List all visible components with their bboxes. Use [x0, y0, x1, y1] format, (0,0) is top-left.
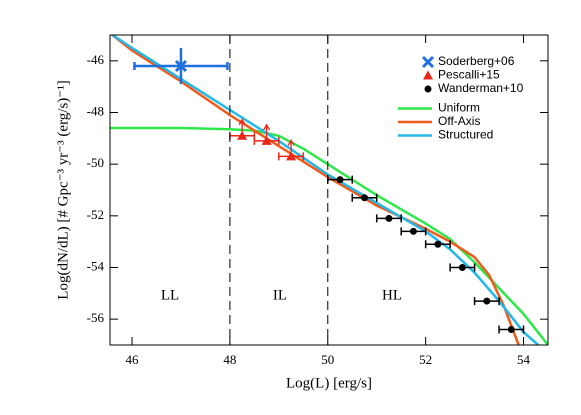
data-point: [483, 297, 491, 305]
legend-swatch: [423, 70, 433, 80]
series-line: [110, 126, 548, 345]
x-tick-label: 48: [223, 352, 236, 367]
cross-marker: [174, 59, 188, 73]
data-point: [434, 240, 442, 248]
data-point: [409, 227, 417, 235]
region-label: HL: [382, 287, 402, 303]
data-point: [237, 130, 248, 140]
x-tick-label: 52: [419, 352, 432, 367]
data-point: [507, 326, 515, 333]
data-point: [261, 135, 272, 145]
legend-label: Pescalli+15: [438, 68, 500, 82]
region-label: LL: [161, 287, 179, 303]
legend-swatch: [421, 55, 435, 69]
y-tick-label: -54: [87, 258, 105, 273]
data-point: [360, 194, 368, 202]
y-tick-label: -52: [87, 207, 104, 222]
data-point: [174, 59, 188, 73]
region-label: IL: [273, 287, 287, 303]
y-tick-label: -56: [87, 310, 105, 325]
x-axis-label: Log(L) [erg/s]: [286, 375, 372, 391]
x-tick-label: 54: [517, 352, 531, 367]
data-point: [286, 151, 297, 161]
x-tick-label: 50: [321, 352, 334, 367]
plot-frame: [109, 34, 549, 346]
legend-label: Structured: [438, 128, 493, 142]
data-point: [336, 176, 344, 184]
y-tick-label: -46: [87, 52, 105, 67]
legend-label: Wanderman+10: [438, 81, 524, 95]
y-axis-label: Log(dN/dL) [# Gpc⁻³ yr⁻³ (erg/s)⁻¹]: [55, 80, 71, 299]
y-tick-label: -50: [87, 155, 104, 170]
cross-marker: [421, 55, 435, 69]
legend-swatch: [424, 85, 432, 93]
legend-label: Off-Axis: [438, 114, 480, 128]
data-point: [385, 214, 393, 222]
data-point: [458, 264, 466, 271]
legend-label: Soderberg+06: [438, 54, 515, 68]
y-tick-label: -48: [87, 103, 104, 118]
legend-label: Uniform: [438, 101, 480, 115]
x-tick-label: 46: [126, 352, 140, 367]
